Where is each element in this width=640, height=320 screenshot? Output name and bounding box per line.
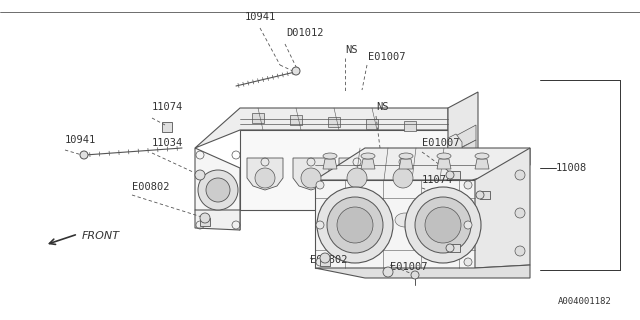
Polygon shape (448, 170, 476, 200)
Text: NS: NS (376, 102, 388, 112)
Circle shape (198, 170, 238, 210)
Circle shape (200, 213, 210, 223)
Text: E00802: E00802 (132, 182, 170, 192)
Text: FRONT: FRONT (82, 231, 120, 241)
Polygon shape (448, 134, 462, 156)
Polygon shape (195, 148, 240, 230)
Circle shape (301, 168, 321, 188)
Polygon shape (293, 158, 329, 190)
Polygon shape (366, 119, 378, 129)
Polygon shape (339, 158, 375, 190)
Text: 11074: 11074 (152, 102, 183, 112)
Polygon shape (450, 171, 460, 179)
Polygon shape (448, 125, 476, 155)
Circle shape (405, 187, 481, 263)
Polygon shape (448, 188, 462, 210)
Polygon shape (385, 158, 421, 190)
Text: 11008: 11008 (556, 163, 588, 173)
Circle shape (476, 191, 484, 199)
Polygon shape (315, 265, 530, 278)
Polygon shape (315, 148, 530, 180)
Polygon shape (404, 121, 416, 131)
Text: D01012: D01012 (286, 28, 323, 38)
Polygon shape (480, 191, 490, 199)
Text: E01007: E01007 (368, 52, 406, 62)
Text: A004001182: A004001182 (558, 297, 612, 306)
Text: 10941: 10941 (65, 135, 96, 145)
Polygon shape (475, 159, 489, 169)
Circle shape (411, 271, 419, 279)
Polygon shape (328, 117, 340, 127)
Ellipse shape (440, 213, 460, 227)
Circle shape (195, 170, 205, 180)
Circle shape (464, 258, 472, 266)
Polygon shape (252, 113, 264, 123)
Circle shape (425, 207, 461, 243)
Polygon shape (448, 92, 478, 210)
Circle shape (415, 197, 471, 253)
Circle shape (316, 221, 324, 229)
Circle shape (515, 170, 525, 180)
Circle shape (515, 208, 525, 218)
Circle shape (317, 187, 393, 263)
Polygon shape (162, 122, 172, 132)
Circle shape (446, 244, 454, 252)
Polygon shape (315, 180, 475, 268)
Text: 11074: 11074 (422, 175, 453, 185)
Polygon shape (437, 159, 451, 169)
Ellipse shape (350, 213, 370, 227)
Polygon shape (323, 159, 337, 169)
Circle shape (464, 221, 472, 229)
Polygon shape (448, 155, 476, 185)
Text: E01007: E01007 (422, 138, 460, 148)
Circle shape (206, 178, 230, 202)
Polygon shape (448, 152, 462, 174)
Circle shape (316, 181, 324, 189)
Polygon shape (450, 244, 460, 252)
Circle shape (292, 67, 300, 75)
Circle shape (320, 253, 330, 263)
Polygon shape (320, 258, 330, 266)
Circle shape (383, 267, 393, 277)
Circle shape (515, 246, 525, 256)
Polygon shape (448, 140, 476, 170)
Polygon shape (247, 158, 283, 190)
Text: E01007: E01007 (390, 262, 428, 272)
Text: NS: NS (345, 45, 358, 55)
Ellipse shape (395, 213, 415, 227)
Polygon shape (240, 130, 448, 210)
Text: 11034: 11034 (152, 138, 183, 148)
Circle shape (80, 151, 88, 159)
Text: 10941: 10941 (244, 12, 276, 22)
Polygon shape (290, 115, 302, 125)
Circle shape (255, 168, 275, 188)
Ellipse shape (475, 153, 489, 159)
Polygon shape (448, 170, 462, 192)
Circle shape (347, 168, 367, 188)
Circle shape (393, 168, 413, 188)
Polygon shape (475, 148, 530, 268)
Ellipse shape (399, 153, 413, 159)
Polygon shape (200, 218, 210, 226)
Ellipse shape (437, 153, 451, 159)
Polygon shape (195, 210, 240, 230)
Circle shape (464, 181, 472, 189)
Text: E00802: E00802 (310, 255, 348, 265)
Ellipse shape (323, 153, 337, 159)
Circle shape (446, 171, 454, 179)
Polygon shape (361, 159, 375, 169)
Polygon shape (195, 108, 448, 148)
Circle shape (337, 207, 373, 243)
Polygon shape (399, 159, 413, 169)
Ellipse shape (361, 153, 375, 159)
Circle shape (327, 197, 383, 253)
Circle shape (316, 258, 324, 266)
